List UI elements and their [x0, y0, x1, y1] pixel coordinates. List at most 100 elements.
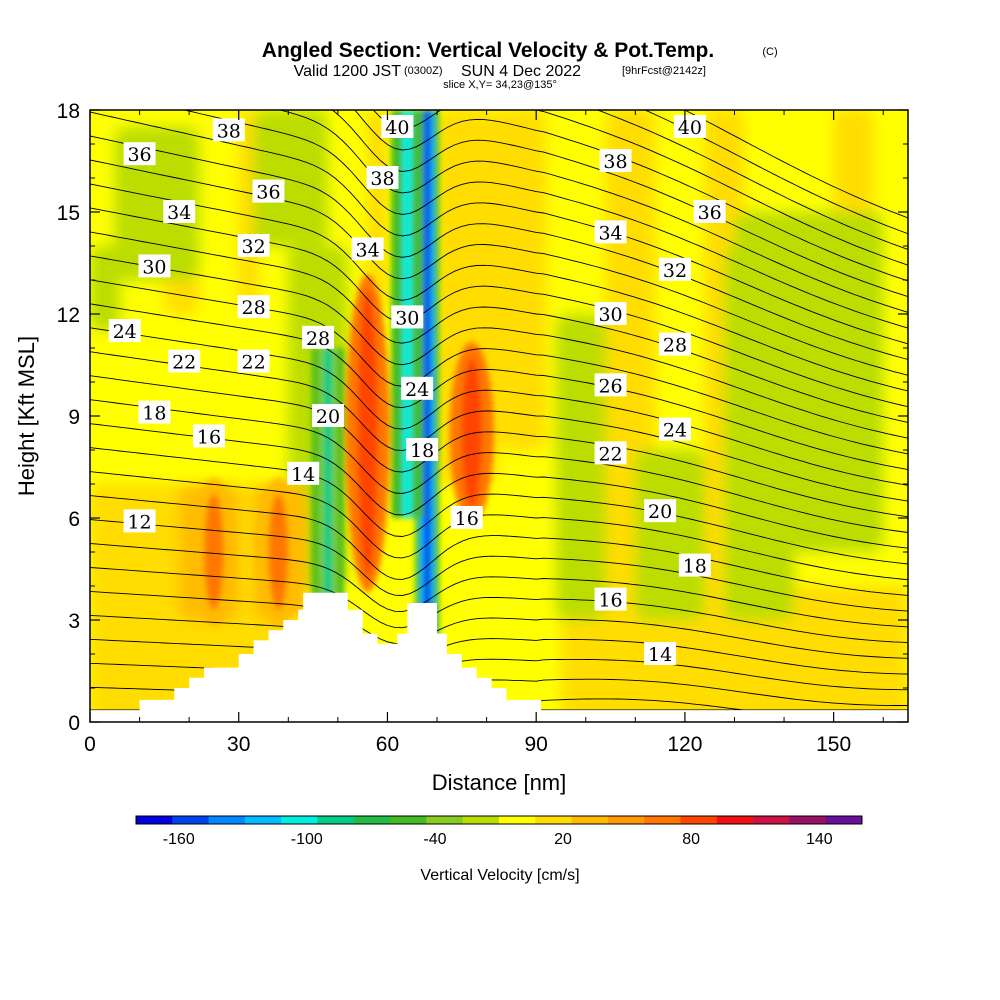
contour-label-box: [658, 257, 691, 281]
field-patch: [709, 671, 908, 722]
colorbar-swatch: [281, 816, 318, 824]
theta-isoline: [90, 399, 908, 533]
forecast-info: [9hrFcst@2142z]: [622, 65, 706, 77]
contour-label-box: [123, 509, 156, 533]
theta-isoline: [90, 590, 908, 659]
theta-isoline: [90, 495, 908, 596]
contour-label: 14: [287, 461, 320, 486]
theta-isoline: [90, 375, 908, 518]
contour-label: 34: [594, 220, 627, 244]
theta-isoline: [90, 255, 908, 439]
colorbar-swatch: [353, 816, 391, 824]
y-tick-label: 12: [57, 304, 80, 327]
contour-labels: 12 14 14 16 16 16 18 18 18 20 20 22 22 22 24 24 24 26 28 28…: [108, 115, 726, 666]
theta-isoline: [90, 351, 908, 502]
contour-label: 34: [351, 237, 384, 261]
x-axis-label: Distance [nm]: [432, 770, 567, 795]
x-tick-label: 0: [84, 733, 96, 756]
velocity-shading: [90, 110, 908, 722]
contour-label-box: [138, 400, 171, 424]
contour-label-box: [678, 553, 711, 577]
valid-time-line: Valid 1200 JST (0300Z) SUN 4 Dec 2022 [9…: [294, 63, 706, 80]
colorbar-swatch: [535, 816, 573, 824]
contour-label-text: 38: [603, 151, 627, 173]
contour-label-box: [108, 319, 141, 342]
contour-label-box: [212, 118, 245, 142]
contour-label: 38: [599, 149, 632, 173]
colorbar-swatch: [136, 816, 173, 824]
contour-label: 30: [138, 254, 171, 278]
contour-label-text: 30: [142, 256, 166, 278]
theta-isoline: [90, 543, 908, 628]
copyright-mark: (C): [762, 46, 777, 58]
theta-isoline: [90, 423, 908, 549]
field-patch: [114, 127, 200, 280]
contour-label: 16: [192, 424, 225, 448]
colorbar-swatch: [716, 816, 754, 824]
contour-label-text: 18: [683, 556, 707, 578]
contour-label-box: [644, 642, 677, 665]
x-tick-label: 120: [667, 733, 702, 756]
contour-label-text: 22: [598, 443, 622, 465]
contour-label: 18: [406, 438, 439, 462]
contour-label: 14: [644, 642, 677, 666]
theta-isoline: [643, 110, 908, 235]
contour-label: 40: [381, 115, 414, 139]
contour-label: 28: [237, 295, 270, 319]
colorbar-tick-label: -100: [291, 831, 323, 848]
contour-label: 18: [138, 400, 171, 425]
contour-label-box: [237, 295, 270, 319]
contour-label-box: [658, 417, 691, 441]
y-tick-label: 0: [68, 712, 80, 735]
contour-label-text: 28: [663, 335, 687, 357]
theta-isoline: [90, 638, 908, 691]
contour-label-text: 20: [648, 501, 672, 523]
colorbar-swatch: [244, 816, 282, 824]
contour-label-text: 36: [256, 182, 280, 204]
theta-isoline: [90, 567, 908, 644]
contour-label: 12: [123, 509, 156, 533]
colorbar-tick-label: 80: [682, 831, 700, 848]
contour-label-box: [594, 587, 627, 611]
colorbar-tick-label: 20: [554, 831, 572, 848]
contour-label: 36: [252, 179, 285, 204]
contour-label: 36: [693, 200, 726, 224]
colorbar: -160 -100 -40 20 80 140: [135, 815, 863, 848]
contour-label-box: [594, 302, 627, 325]
field-patch: [556, 314, 606, 620]
contour-label-text: 34: [167, 202, 191, 224]
y-axis-label: Height [Kft MSL]: [14, 336, 39, 496]
colorbar-swatch: [789, 816, 827, 824]
colorbar-tick-label: -160: [163, 831, 195, 848]
theta-isoline: [90, 303, 908, 471]
slice-info: slice X,Y= 34,23@135°: [443, 79, 557, 91]
contour-label-text: 32: [663, 260, 687, 282]
theta-isoline: [90, 447, 908, 565]
contour-label-text: 26: [598, 375, 622, 397]
valid-date: SUN 4 Dec 2022: [461, 63, 581, 80]
theta-isoline: [90, 159, 908, 376]
contour-label-box: [673, 115, 706, 138]
contour-label: 26: [594, 373, 627, 397]
contour-label: 20: [644, 499, 677, 523]
updraft-core-inner: [268, 494, 289, 610]
contour-label: 30: [391, 305, 424, 329]
contour-label-box: [287, 461, 320, 485]
downdraft-core-inner: [323, 348, 333, 620]
contour-label-text: 22: [242, 352, 266, 374]
contour-label: 16: [450, 506, 483, 530]
contour-label-box: [366, 166, 399, 189]
x-tick-label: 90: [525, 733, 548, 756]
updraft-core-inner: [357, 290, 378, 576]
field-patch: [90, 246, 120, 331]
contour-label: 40: [673, 115, 706, 139]
contour-label-box: [311, 404, 344, 427]
colorbar-swatch: [571, 816, 609, 824]
theta-isoline: [90, 614, 908, 675]
contour-label-text: 34: [356, 239, 380, 261]
x-tick-label: 30: [227, 733, 250, 756]
contour-label-text: 28: [242, 297, 266, 319]
contour-label: 32: [658, 257, 691, 282]
contour-label-box: [450, 506, 483, 529]
contour-label-box: [351, 237, 384, 261]
